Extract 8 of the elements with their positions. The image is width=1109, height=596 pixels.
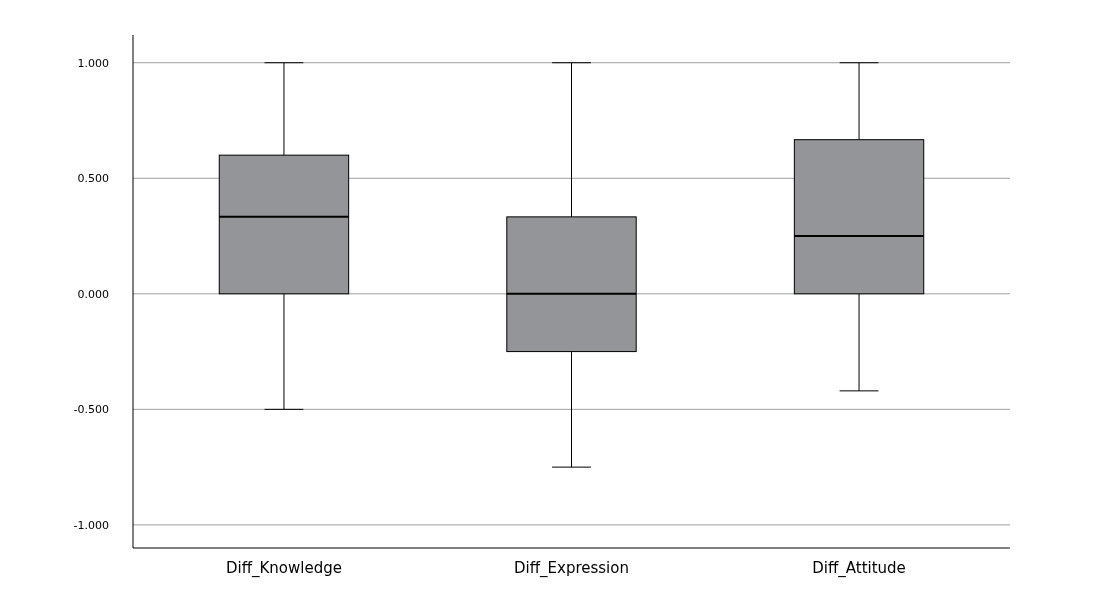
y-tick-label: -0.500: [73, 403, 109, 417]
y-tick-label: -1.000: [73, 518, 109, 532]
x-tick-label: Diff_Knowledge: [225, 559, 342, 578]
x-tick-label: Diff_Attitude: [812, 559, 906, 578]
y-tick-label: 0.500: [77, 172, 109, 186]
y-tick-label: 0.000: [77, 287, 109, 301]
x-tick-label: Diff_Expression: [514, 559, 629, 578]
y-tick-label: 1.000: [77, 56, 109, 70]
